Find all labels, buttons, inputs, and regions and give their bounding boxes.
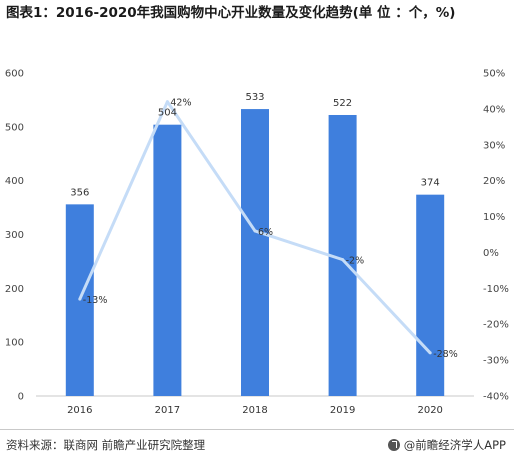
brand-watermark: @前瞻经济学人APP xyxy=(387,437,506,453)
y-right-tick-label: 40% xyxy=(483,104,505,115)
y-right-tick-label: 20% xyxy=(483,176,505,187)
bar xyxy=(241,109,269,397)
y-left-tick-label: 400 xyxy=(5,176,24,187)
y-left-tick-label: 500 xyxy=(5,122,24,133)
line-point xyxy=(78,297,82,301)
line-point xyxy=(165,100,169,104)
y-right-tick-label: -40% xyxy=(483,392,509,403)
y-right-tick-label: 0% xyxy=(483,248,499,259)
pct-value-label: 42% xyxy=(170,98,191,109)
y-right-tick-label: 10% xyxy=(483,212,505,223)
pct-value-label: -2% xyxy=(346,256,365,267)
y-left-tick-label: 300 xyxy=(5,230,24,241)
bar-series xyxy=(65,109,445,397)
line-series xyxy=(78,100,432,355)
line-point xyxy=(253,229,257,233)
line-point xyxy=(428,351,432,355)
chart-plot: 0 100 200 300 400 500 600 -40% -30% -20% -10% 0% 10%… xyxy=(5,69,509,417)
pct-value-label: 6% xyxy=(258,227,273,238)
bar-value-label: 504 xyxy=(158,108,177,119)
x-tick-label: 2019 xyxy=(330,405,355,416)
bar xyxy=(416,194,445,396)
x-tick-label: 2020 xyxy=(417,405,442,416)
x-tick-label: 2017 xyxy=(155,405,180,416)
y-right-tick-label: -20% xyxy=(483,320,509,331)
brand-label: @前瞻经济学人APP xyxy=(403,438,506,452)
bar-value-label: 374 xyxy=(421,178,440,189)
y-left-tick-label: 600 xyxy=(5,69,24,80)
brand-logo-icon xyxy=(387,439,400,451)
source-note: 资料来源：联商网 前瞻产业研究院整理 xyxy=(6,438,206,452)
bar-value-label: 356 xyxy=(70,187,89,198)
bar-value-label: 522 xyxy=(333,98,352,109)
chart-title: 图表1：2016-2020年我国购物中心开业数量及变化趋势(单 位 ：个，%) xyxy=(6,5,456,21)
y-right-tick-label: 30% xyxy=(483,140,505,151)
pct-value-label: -13% xyxy=(83,295,108,306)
y-right-tick-label: -30% xyxy=(483,356,509,367)
y-left-tick-label: 200 xyxy=(5,284,24,295)
pct-value-label: -28% xyxy=(433,349,458,360)
data-labels: 356 504 533 522 374 -13% 42% 6% -2% -28% xyxy=(70,92,457,360)
line-point xyxy=(341,258,345,262)
y-left-tick-label: 0 xyxy=(18,392,24,403)
x-tick-label: 2016 xyxy=(67,405,92,416)
y-left-tick-label: 100 xyxy=(5,338,24,349)
y-right-tick-label: 50% xyxy=(483,69,505,80)
bar-value-label: 533 xyxy=(245,92,264,103)
bar xyxy=(153,124,182,397)
footer-divider xyxy=(0,429,514,430)
y-right-tick-label: -10% xyxy=(483,284,509,295)
x-tick-label: 2018 xyxy=(242,405,267,416)
